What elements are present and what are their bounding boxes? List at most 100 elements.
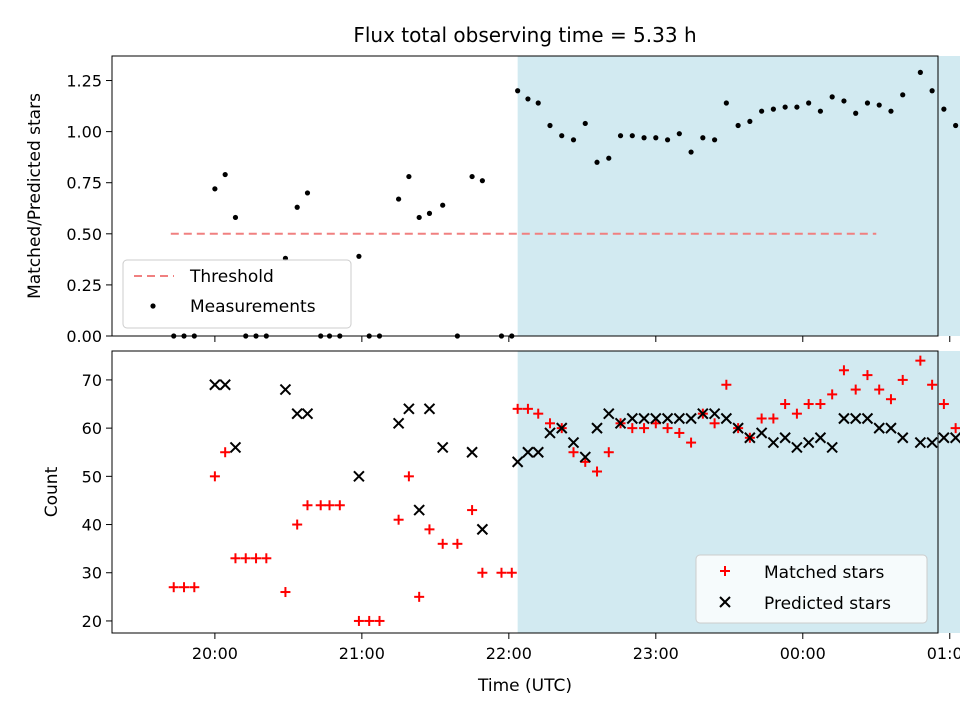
measurement-point (629, 133, 635, 139)
measurements-points (171, 69, 959, 339)
predicted-star-point (779, 432, 791, 444)
measurement-point (396, 196, 402, 202)
matched-star-point (437, 538, 448, 549)
measurement-point (917, 69, 923, 75)
predicted-star-point (938, 432, 950, 444)
predicted-star-point (755, 427, 768, 439)
predicted-star-point (661, 412, 674, 425)
measurement-point (759, 108, 765, 114)
matched-star-point (230, 553, 241, 564)
matched-star-point (374, 615, 385, 626)
matched-star-point (209, 471, 220, 482)
predicted-star-point (556, 422, 568, 434)
predicted-star-point (626, 412, 638, 425)
y-tick-label: 0.00 (66, 327, 102, 346)
matched-star-point (512, 403, 523, 414)
predicted-star-point (301, 407, 314, 420)
measurement-point (547, 122, 553, 129)
matched-star-point (803, 399, 814, 410)
predicted-star-point (392, 417, 405, 430)
measurement-point (817, 108, 824, 114)
predicted-star-point (209, 379, 221, 391)
measurement-point (426, 210, 433, 216)
predicted-star-point (291, 407, 303, 420)
x-tick-label: 01:00 (927, 644, 960, 663)
legend-matched-swatch (720, 566, 730, 576)
measurement-point (606, 155, 612, 161)
matched-star-point (580, 456, 591, 467)
top-x-ticks (214, 336, 951, 342)
matched-star-point (292, 519, 303, 530)
matched-star-point (315, 500, 326, 511)
measurement-point (794, 104, 800, 110)
predicted-star-point (926, 436, 938, 449)
y-tick-label: 70 (82, 371, 102, 390)
matched-star-point (862, 370, 873, 381)
y-tick-label: 20 (82, 612, 102, 631)
predicted-star-point (423, 403, 436, 415)
measurement-point (688, 149, 694, 155)
predicted-star-point (522, 446, 534, 458)
bottom-legend-box (695, 554, 928, 624)
top-panel: 0.00 0.25 0.50 0.75 1.00 1.25 Matched/Predict… (25, 55, 960, 346)
matched-star-point (533, 408, 544, 419)
measurement-point (853, 110, 859, 116)
matched-star-point (815, 399, 826, 410)
measurement-point (406, 173, 412, 180)
measurement-point (806, 100, 812, 106)
matched-star-point (827, 389, 838, 400)
measurement-point (782, 104, 788, 110)
top-y-ticks: 0.00 0.25 0.50 0.75 1.00 1.25 (66, 72, 112, 346)
predicted-star-point (697, 407, 709, 420)
measurement-point (941, 106, 947, 112)
legend-measurements-label: Measurements (190, 297, 316, 317)
bottom-axes-frame (111, 350, 939, 634)
predicted-star-point (861, 412, 874, 425)
measurement-point (876, 102, 882, 108)
matched-star-point (467, 505, 478, 516)
matched-star-point (302, 500, 313, 511)
x-axis-label: Time (UTC) (477, 676, 572, 696)
matched-star-point (927, 379, 938, 390)
matched-star-point (838, 365, 849, 376)
legend-measurements-swatch (150, 303, 156, 309)
predicted-star-point (814, 432, 827, 444)
predicted-star-point (802, 436, 815, 449)
measurement-point (829, 94, 835, 100)
predicted-star-point (873, 422, 885, 434)
matched-star-point (780, 399, 791, 410)
matched-star-point (709, 418, 720, 429)
predicted-star-point (791, 441, 803, 454)
matched-star-point (721, 379, 732, 390)
measurement-point (864, 100, 871, 106)
matched-star-point (568, 447, 579, 458)
matched-star-point (251, 553, 262, 564)
bottom-panel: 20 30 40 50 60 70 20:00 21:00 22:00 23:00 00:00 01… (42, 350, 960, 696)
legend-matched-label: Matched stars (764, 563, 884, 583)
matched-star-point (674, 427, 685, 438)
matched-star-point (189, 582, 200, 593)
legend-threshold-label: Threshold (189, 267, 274, 287)
measurement-point (525, 96, 531, 102)
bottom-y-axis-label: Count (42, 466, 62, 517)
matched-star-point (639, 423, 650, 434)
matched-star-point (280, 587, 291, 598)
predicted-star-point (914, 436, 927, 449)
matched-star-point (592, 466, 603, 477)
predicted-star-point (579, 451, 591, 463)
predicted-star-point (511, 456, 524, 468)
predicted-star-point (673, 412, 686, 425)
legend-predicted-swatch (719, 596, 731, 608)
measurement-point (929, 88, 935, 94)
matched-star-point (496, 567, 507, 578)
matched-star-point (662, 423, 673, 434)
chart-title: Flux total observing time = 5.33 h (353, 23, 696, 47)
y-tick-label: 30 (82, 564, 102, 583)
measurement-point (676, 131, 682, 137)
predicted-star-point (685, 412, 697, 425)
measurement-point (664, 137, 671, 143)
measurement-point (469, 173, 475, 180)
matched-star-point (627, 423, 638, 434)
matched-star-point (261, 553, 272, 564)
matched-star-point (414, 591, 425, 602)
